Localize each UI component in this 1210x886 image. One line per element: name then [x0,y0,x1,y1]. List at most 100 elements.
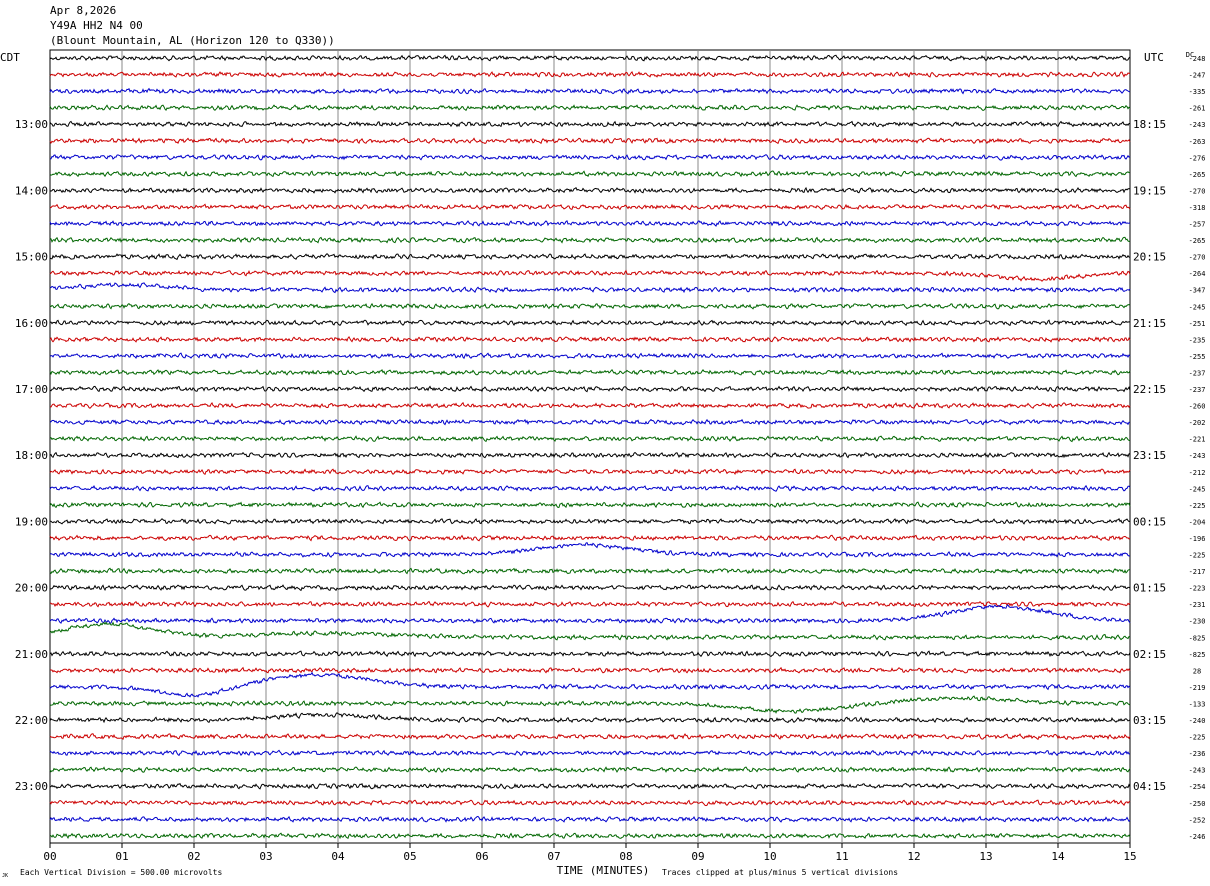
dc-offset-label: -270 [1189,187,1206,195]
cdt-hour-label: 13:00 [15,118,48,131]
trace-line [49,468,1131,476]
x-tick-label: 08 [619,850,632,863]
dc-offset-label: -318 [1189,204,1206,212]
trace-line [49,336,1131,343]
trace-line [49,766,1131,773]
utc-hour-label: 01:15 [1133,582,1166,595]
trace-line [50,666,1131,674]
utc-hour-label: 00:15 [1133,515,1166,528]
dc-offset-label: -212 [1189,469,1206,477]
dc-offset-label: -133 [1189,700,1206,708]
trace-line [49,70,1131,78]
trace-line [49,282,1131,294]
x-tick-label: 05 [403,850,416,863]
trace-line [49,401,1131,409]
dc-offset-label: -245 [1189,303,1206,311]
dc-offset-label: -825 [1189,651,1206,659]
trace-line [49,621,1131,641]
trace-line [49,104,1131,112]
dc-column-label: DC [1186,51,1194,59]
trace-line [49,186,1131,194]
dc-offset-label: -245 [1189,485,1206,493]
x-tick-label: 14 [1051,850,1065,863]
trace-line [49,153,1131,161]
trace-line [49,352,1131,360]
x-tick-label: 03 [259,850,272,863]
dc-offset-label: -223 [1189,585,1206,593]
utc-hour-label: 04:15 [1133,780,1166,793]
dc-offset-label: -240 [1189,717,1206,725]
dc-offset-label: -251 [1189,320,1206,328]
dc-offset-label: -243 [1189,452,1206,460]
trace-line [49,385,1131,393]
dc-offset-label: -247 [1189,72,1206,80]
trace-line [49,236,1131,244]
scale-note: Each Vertical Division = 500.00 microvol… [20,868,222,877]
cdt-hour-label: 23:00 [15,780,48,793]
trace-line [49,484,1131,492]
utc-hour-label: 23:15 [1133,449,1166,462]
trace-line [50,517,1131,525]
x-tick-label: 09 [691,850,704,863]
x-tick-label: 11 [835,850,848,863]
x-tick-label: 13 [979,850,992,863]
dc-offset-label: -225 [1189,552,1206,560]
dc-offset-label: -825 [1189,634,1206,642]
trace-line [49,220,1131,227]
dc-offset-label: -260 [1189,403,1206,411]
dc-offset-label: -225 [1189,502,1206,510]
dc-offset-label: -217 [1189,568,1206,576]
trace-line [49,120,1131,128]
trace-line [49,600,1131,608]
trace-line [49,302,1131,310]
utc-hour-label: 03:15 [1133,714,1166,727]
dc-offset-label: -257 [1189,221,1206,229]
trace-line [49,269,1131,282]
x-tick-label: 04 [331,850,345,863]
dc-offset-label: -204 [1189,518,1206,526]
dc-offset-label: -219 [1189,684,1206,692]
trace-line [49,368,1131,376]
trace-line [49,832,1131,840]
x-tick-label: 12 [907,850,920,863]
dc-offset-label: -255 [1189,353,1206,361]
utc-hour-label: 18:15 [1133,118,1166,131]
trace-line [49,584,1131,592]
cdt-hour-label: 19:00 [15,515,48,528]
trace-line [49,650,1131,658]
dc-offset-label: -225 [1189,734,1206,742]
x-axis-title: TIME (MINUTES) [557,864,650,877]
dc-offset-label: -250 [1189,800,1206,808]
dc-offset-label: -196 [1189,535,1206,543]
trace-line [49,137,1131,145]
cdt-hour-label: 15:00 [15,251,48,264]
header-date: Apr 8,2026 [50,4,117,17]
cdt-hour-label: 17:00 [15,383,48,396]
dc-offset-label: -347 [1189,287,1206,295]
dc-offset-label: -261 [1189,105,1206,113]
utc-hour-label: 22:15 [1133,383,1166,396]
dc-offset-label: -237 [1189,386,1206,394]
header-channel: Y49A HH2 N4 00 [50,19,143,32]
dc-offset-label: -252 [1189,816,1206,824]
utc-hour-label: 19:15 [1133,184,1166,197]
header-station: (Blount Mountain, AL (Horizon 120 to Q33… [50,34,335,47]
dc-offset-label: -265 [1189,237,1206,245]
trace-line [49,87,1131,95]
dc-offset-label: -237 [1189,369,1206,377]
trace-line [49,253,1131,261]
trace-line [49,534,1131,542]
dc-offset-label: -243 [1189,767,1206,775]
trace-line [49,418,1131,426]
dc-offset-label: -270 [1189,254,1206,262]
trace-line [49,712,1131,724]
dc-offset-label: -230 [1189,618,1206,626]
trace-line [49,604,1131,624]
trace-line [49,542,1131,558]
utc-hour-label: 21:15 [1133,317,1166,330]
trace-line [49,799,1131,807]
trace-line [49,749,1131,757]
plot-frame [49,49,1131,844]
trace-line [49,695,1131,714]
